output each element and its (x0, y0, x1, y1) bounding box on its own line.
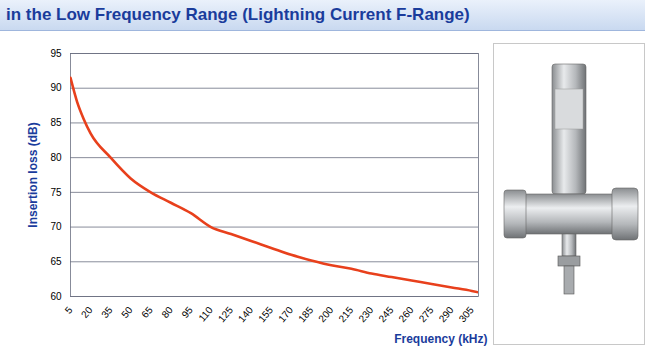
svg-text:80: 80 (159, 304, 175, 320)
svg-text:230: 230 (356, 304, 375, 324)
svg-text:Frequency (kHz): Frequency (kHz) (394, 332, 487, 346)
svg-text:125: 125 (216, 304, 235, 324)
svg-text:215: 215 (336, 304, 355, 324)
svg-text:Insertion loss (dB): Insertion loss (dB) (26, 122, 40, 227)
svg-text:245: 245 (376, 304, 395, 324)
svg-text:35: 35 (99, 304, 115, 320)
html-text:in the Low Frequency Range (Li: in the Low Frequency Range (Lightning Cu… (6, 5, 470, 24)
svg-text:155: 155 (256, 304, 275, 324)
svg-text:260: 260 (396, 304, 415, 324)
svg-text:305: 305 (457, 304, 476, 324)
svg-text:95: 95 (50, 48, 62, 59)
svg-text:65: 65 (139, 304, 155, 320)
svg-text:90: 90 (50, 82, 62, 93)
svg-text:50: 50 (119, 304, 135, 320)
svg-text:20: 20 (79, 304, 95, 320)
svg-text:110: 110 (196, 304, 215, 324)
svg-text:275: 275 (417, 304, 436, 324)
svg-text:5: 5 (62, 304, 74, 316)
svg-text:140: 140 (236, 304, 255, 324)
svg-text:80: 80 (50, 152, 62, 163)
svg-text:170: 170 (276, 304, 295, 324)
svg-text:85: 85 (50, 117, 62, 128)
svg-text:60: 60 (50, 291, 62, 302)
svg-text:95: 95 (179, 304, 195, 320)
svg-text:65: 65 (50, 256, 62, 267)
svg-text:70: 70 (50, 221, 62, 232)
svg-text:185: 185 (296, 304, 315, 324)
svg-text:290: 290 (437, 304, 456, 324)
svg-text:200: 200 (316, 304, 335, 324)
svg-text:75: 75 (50, 187, 62, 198)
